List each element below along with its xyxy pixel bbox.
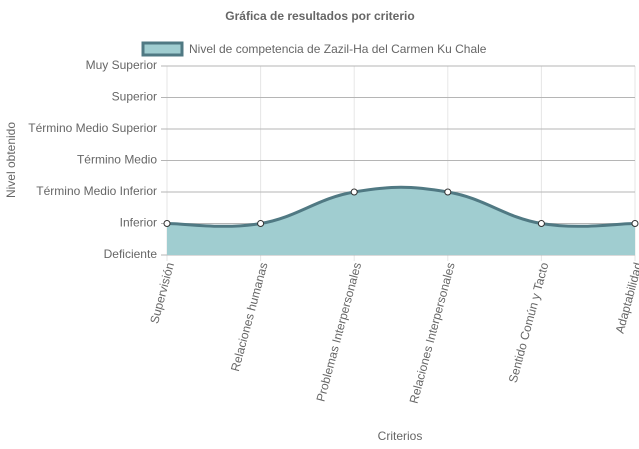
legend-swatch	[141, 41, 184, 57]
y-tick-label: Superior	[112, 90, 157, 104]
x-tick-label: Relaciones Interpersonales	[407, 261, 458, 405]
y-tick-label: Término Medio Superior	[28, 121, 157, 135]
point	[444, 188, 452, 196]
x-axis-title: Criterios	[378, 429, 423, 443]
x-tick-label: Problemas Interpersonales	[314, 261, 365, 403]
point	[257, 220, 265, 227]
line	[166, 185, 636, 228]
point	[537, 220, 545, 227]
x-tick-label: Adaptabilidad	[613, 261, 639, 335]
y-tick-label: Deficiente	[104, 247, 158, 261]
point	[350, 188, 358, 196]
point	[163, 220, 171, 227]
y-tick-label: Término Medio	[77, 153, 157, 167]
y-tick-label: Muy Superior	[86, 58, 157, 72]
area	[167, 187, 635, 255]
x-tick-label: Sentido Común y Tacto	[506, 261, 552, 385]
y-axis-title: Nivel obtenido	[4, 122, 18, 198]
y-tick-label: Término Medio Inferior	[36, 184, 157, 198]
chart-title: Gráfica de resultados por criterio	[225, 9, 414, 23]
x-tick-label: Relaciones humanas	[228, 261, 271, 373]
legend-label: Nivel de competencia de Zazil-Ha del Car…	[189, 42, 487, 56]
y-tick-label: Inferior	[120, 216, 157, 230]
point	[631, 220, 639, 227]
x-tick-label: Supervisión	[147, 261, 177, 325]
